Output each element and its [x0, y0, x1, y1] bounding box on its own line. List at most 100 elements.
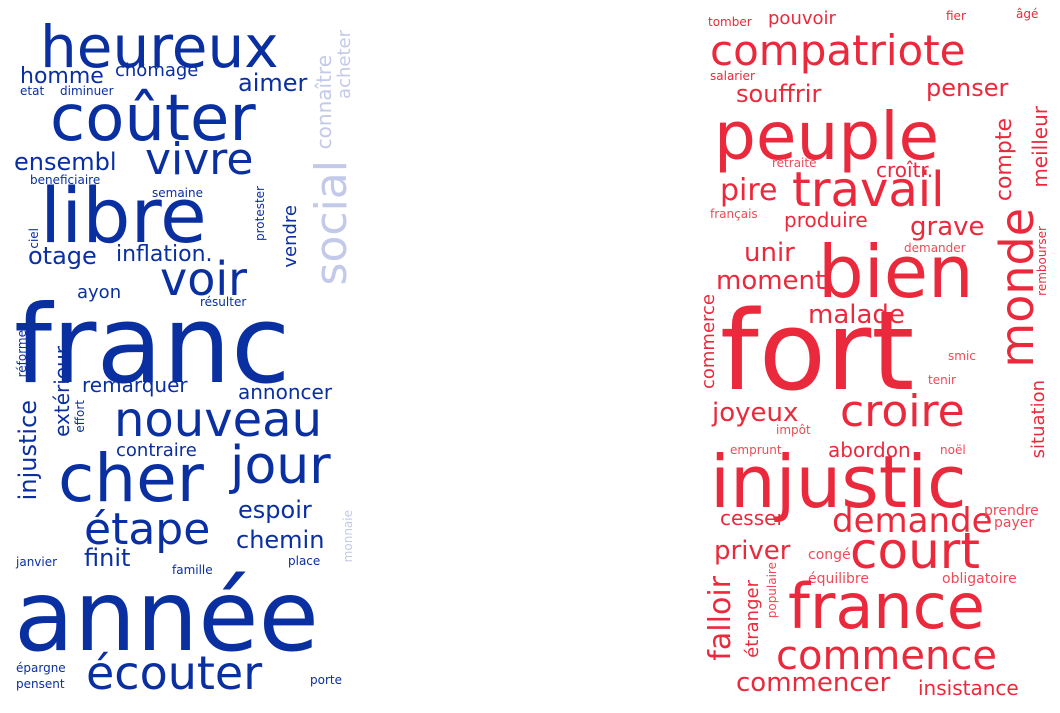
word-aimer: aimer — [238, 69, 308, 97]
word-smic: smic — [948, 349, 976, 363]
word-malade: malade — [808, 300, 905, 330]
word-grave: grave — [910, 212, 985, 242]
word-court: court — [850, 522, 980, 580]
word-inflation: inflation. — [116, 242, 213, 267]
word-diminuer: diminuer — [60, 84, 114, 98]
word-cloud-right: tomber pouvoir fier âgé compatriote sala… — [698, 0, 1060, 713]
word-priver: priver — [714, 536, 791, 566]
word-cher: cher — [58, 440, 204, 517]
word-porte: porte — [310, 673, 342, 687]
word-commerce: commerce — [698, 294, 719, 390]
word-heureux: heureux — [40, 13, 279, 81]
word-cesser: cesser — [720, 506, 785, 530]
word-penser: penser — [926, 74, 1009, 102]
word-franc: franc — [14, 283, 291, 408]
word-ensembl: ensembl — [14, 148, 117, 176]
word-etranger: étranger — [742, 580, 763, 658]
word-monde: monde — [990, 208, 1044, 368]
word-tenir: tenir — [928, 373, 956, 387]
word-ayon: ayon — [77, 282, 122, 303]
word-abordon: abordon — [828, 438, 911, 462]
word-demander: demander — [904, 241, 966, 255]
word-tomber: tomber — [708, 15, 752, 29]
word-moment: moment — [716, 266, 826, 296]
word-equilibre: équilibre — [808, 571, 869, 587]
word-pire: pire — [720, 173, 778, 208]
word-emprunt: emprunt — [730, 443, 782, 457]
word-commencer: commencer — [736, 668, 891, 698]
word-exterieur: extérieur — [50, 346, 74, 437]
word-souffrir: souffrir — [736, 80, 822, 108]
word-croire: croire — [840, 386, 965, 437]
word-situation: situation — [1028, 380, 1049, 459]
word-produire: produire — [784, 208, 868, 232]
word-otage: otage — [28, 242, 97, 270]
word-injustic: injustic — [710, 440, 967, 524]
word-chemin: chemin — [236, 526, 325, 554]
word-monnaie: monnaie — [341, 510, 355, 563]
word-retraite: retraite — [772, 156, 817, 170]
word-epargne: épargne — [16, 661, 66, 675]
word-populaire: populaire — [765, 562, 779, 619]
word-etat: etat — [20, 84, 45, 98]
word-falloir: falloir — [703, 576, 738, 661]
word-contraire: contraire — [116, 440, 197, 461]
word-vivre: vivre — [145, 134, 254, 185]
word-famille: famille — [172, 563, 213, 577]
word-ecouter: écouter — [86, 646, 263, 700]
word-francais: français — [710, 207, 758, 221]
word-protester: protester — [253, 186, 267, 241]
word-payer: payer — [994, 515, 1035, 531]
word-noel: noël — [940, 443, 966, 457]
word-jour: jour — [230, 436, 331, 496]
word-place: place — [288, 554, 321, 568]
word-unir: unir — [744, 238, 795, 268]
word-voir: voir — [160, 252, 248, 306]
word-libre: libre — [40, 171, 207, 260]
word-semaine: semaine — [152, 186, 203, 200]
word-joyeux: joyeux — [712, 398, 799, 428]
word-annoncer: annoncer — [238, 380, 333, 404]
word-remarquer: remarquer — [82, 373, 188, 397]
word-salarier: salarier — [710, 69, 755, 83]
word-effort: effort — [73, 400, 87, 433]
word-compatriote: compatriote — [710, 26, 966, 75]
word-prendre: prendre — [984, 503, 1039, 519]
word-nouveau: nouveau — [114, 392, 322, 448]
word-rembourser: rembourser — [1035, 226, 1049, 296]
word-croitr: croîtr. — [876, 158, 934, 182]
word-finit: finit — [84, 544, 131, 572]
word-meilleur: meilleur — [1028, 106, 1052, 188]
word-injustice: injustice — [14, 400, 42, 501]
word-conge: congé — [808, 547, 851, 563]
word-obligatoire: obligatoire — [942, 571, 1017, 587]
word-annee: année — [14, 560, 319, 674]
word-pouvoir: pouvoir — [768, 8, 836, 29]
word-bien: bien — [818, 230, 974, 314]
word-social: social — [306, 160, 357, 286]
word-reforme: réforme — [15, 330, 29, 378]
word-commence: commence — [776, 633, 997, 679]
word-couter: coûter — [50, 82, 256, 156]
word-fier: fier — [946, 9, 966, 23]
word-chomage: chômage — [115, 60, 199, 81]
word-age: âgé — [1016, 7, 1039, 21]
word-demande: demande — [832, 501, 993, 541]
word-peuple: peuple — [714, 98, 940, 175]
word-acheter: acheter — [334, 30, 355, 99]
word-pensent: pensent — [16, 677, 65, 691]
word-beneficiaire: beneficiaire — [30, 173, 101, 187]
word-etape: étape — [84, 504, 211, 555]
word-espoir: espoir — [238, 496, 312, 524]
word-impot: impôt — [776, 423, 811, 437]
word-homme: homme — [20, 64, 104, 89]
word-france: france — [788, 570, 985, 643]
word-travail: travail — [792, 162, 945, 218]
word-connaitre: connaître — [312, 55, 336, 150]
word-janvier: janvier — [16, 555, 58, 569]
word-fort: fort — [720, 287, 915, 415]
word-compte: compte — [992, 118, 1017, 202]
word-cloud-left: heureux coûter homme chômage aimer etat … — [0, 0, 370, 713]
word-insistance: insistance — [918, 676, 1019, 700]
word-vendre: vendre — [280, 205, 301, 268]
